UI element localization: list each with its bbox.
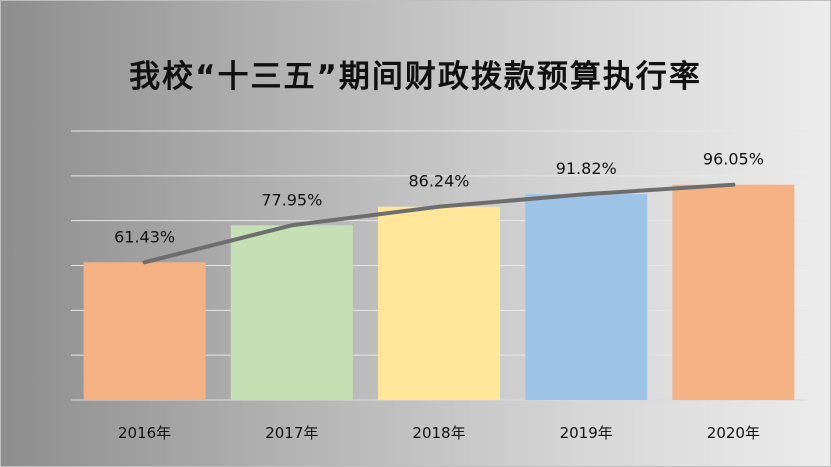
bar (230, 225, 353, 400)
x-tick-label: 2019年 (560, 424, 613, 442)
data-label: 91.82% (556, 159, 617, 178)
bar (83, 262, 206, 400)
data-label: 86.24% (408, 172, 469, 191)
x-tick-label: 2018年 (412, 424, 465, 442)
bar (525, 194, 648, 400)
bar (672, 184, 795, 400)
x-tick-label: 2016年 (118, 424, 171, 442)
x-tick-label: 2020年 (707, 424, 760, 442)
data-label: 77.95% (261, 190, 322, 209)
data-label: 61.43% (114, 227, 175, 246)
chart-title: 我校“十三五”期间财政拨款预算执行率 (129, 59, 702, 95)
trend-line (142, 182, 736, 265)
data-label: 96.05% (703, 150, 764, 169)
bar (378, 206, 500, 400)
x-tick-label: 2017年 (265, 424, 318, 442)
